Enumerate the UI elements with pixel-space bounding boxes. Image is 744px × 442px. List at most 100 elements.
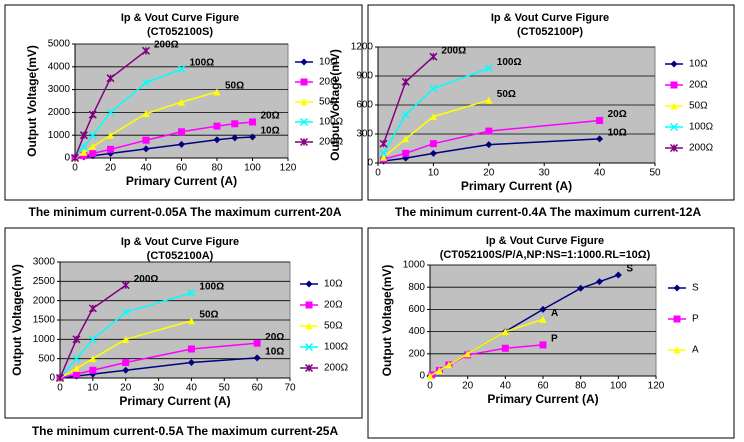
marker <box>187 345 195 353</box>
marker <box>178 140 185 148</box>
marker <box>485 127 493 135</box>
annotation: 20Ω <box>265 332 284 343</box>
annotation: 100Ω <box>199 282 224 293</box>
legend-label: 50Ω <box>689 101 708 112</box>
legend-label: 50Ω <box>319 97 338 108</box>
y-tick-label: 900 <box>356 71 373 82</box>
annotation: 20Ω <box>261 111 280 122</box>
x-tick-label: 0 <box>57 383 63 394</box>
marker <box>213 122 221 130</box>
marker <box>88 131 97 140</box>
marker <box>501 328 509 336</box>
marker <box>249 133 256 141</box>
x-tick-label: 20 <box>483 168 495 179</box>
y-tick-label: 1200 <box>351 42 374 53</box>
marker <box>89 143 97 151</box>
marker <box>426 372 434 380</box>
y-axis-label: Output Voltage(mV) <box>328 49 342 161</box>
annotation: 50Ω <box>199 309 218 320</box>
y-tick-label: 0 <box>64 153 70 164</box>
marker <box>122 335 130 343</box>
x-tick-label: 50 <box>219 383 231 394</box>
y-tick-label: 2000 <box>48 107 71 118</box>
y-tick-label: 4000 <box>48 61 71 72</box>
marker <box>70 153 80 163</box>
x-tick-label: 40 <box>594 168 606 179</box>
marker <box>501 344 509 352</box>
marker <box>89 149 97 157</box>
marker <box>231 134 239 142</box>
marker <box>539 315 547 323</box>
x-axis-label: Primary Current (A) <box>461 179 572 193</box>
caption: The minimum current-0.4A The maximum cur… <box>395 205 702 219</box>
x-tick-label: 10 <box>87 383 99 394</box>
x-tick-label: 0 <box>427 381 433 392</box>
marker <box>88 335 97 344</box>
legend-marker <box>670 60 678 68</box>
legend-label: 10Ω <box>319 57 338 68</box>
x-tick-label: 50 <box>649 168 661 179</box>
x-axis-label: Primary Current (A) <box>126 174 237 188</box>
marker <box>402 149 410 157</box>
marker <box>539 305 547 313</box>
marker <box>187 317 195 325</box>
marker <box>79 142 88 151</box>
y-tick-label: 5000 <box>48 39 71 50</box>
legend-label: 100Ω <box>319 117 344 128</box>
legend-marker <box>673 346 681 354</box>
annotation: 200Ω <box>134 274 159 285</box>
y-tick-label: 600 <box>408 304 425 315</box>
x-tick-label: 20 <box>105 163 117 174</box>
annotation: 200Ω <box>441 45 466 56</box>
legend-marker <box>304 363 314 373</box>
legend-label: 10Ω <box>324 279 343 290</box>
y-tick-label: 2000 <box>33 295 56 306</box>
x-tick-label: 60 <box>252 383 264 394</box>
marker <box>142 110 150 118</box>
marker <box>213 88 221 96</box>
annotation: 10Ω <box>265 347 284 358</box>
legend-label: 200Ω <box>324 363 349 374</box>
legend-label: 10Ω <box>689 59 708 70</box>
y-tick-label: 1000 <box>48 130 71 141</box>
marker <box>485 141 493 149</box>
marker <box>429 84 438 93</box>
y-tick-label: 200 <box>408 348 425 359</box>
y-tick-label: 3000 <box>33 257 56 268</box>
annotation: 100Ω <box>190 58 215 69</box>
marker <box>539 341 547 349</box>
annotation: 20Ω <box>608 109 627 120</box>
marker <box>401 77 410 86</box>
marker <box>231 120 239 128</box>
y-tick-label: 0 <box>367 158 373 169</box>
x-tick-label: 30 <box>153 383 165 394</box>
legend-marker <box>304 342 314 352</box>
legend-label: 50Ω <box>324 321 343 332</box>
x-axis-label: Primary Current (A) <box>487 392 598 406</box>
y-tick-label: 300 <box>356 129 373 140</box>
legend-label: A <box>692 345 699 356</box>
marker <box>485 96 493 104</box>
x-tick-label: 20 <box>120 383 132 394</box>
chart-subtitle: (CT052100A) <box>147 250 214 262</box>
marker <box>577 284 585 292</box>
annotation: 50Ω <box>497 89 516 100</box>
annotation: S <box>626 264 633 275</box>
marker <box>142 145 150 153</box>
series-line <box>382 67 490 154</box>
marker <box>435 366 443 374</box>
legend-marker <box>670 102 678 110</box>
legend-marker <box>300 98 308 106</box>
marker <box>596 116 604 124</box>
legend-label: 20Ω <box>324 300 343 311</box>
marker <box>596 135 604 143</box>
marker <box>72 335 81 344</box>
y-tick-label: 500 <box>38 353 55 364</box>
marker <box>72 354 81 363</box>
legend-marker <box>669 122 679 132</box>
marker <box>122 359 130 367</box>
x-axis-label: Primary Current (A) <box>119 394 230 408</box>
x-tick-label: 100 <box>244 163 261 174</box>
legend-marker <box>300 78 308 86</box>
series-line <box>383 99 490 158</box>
